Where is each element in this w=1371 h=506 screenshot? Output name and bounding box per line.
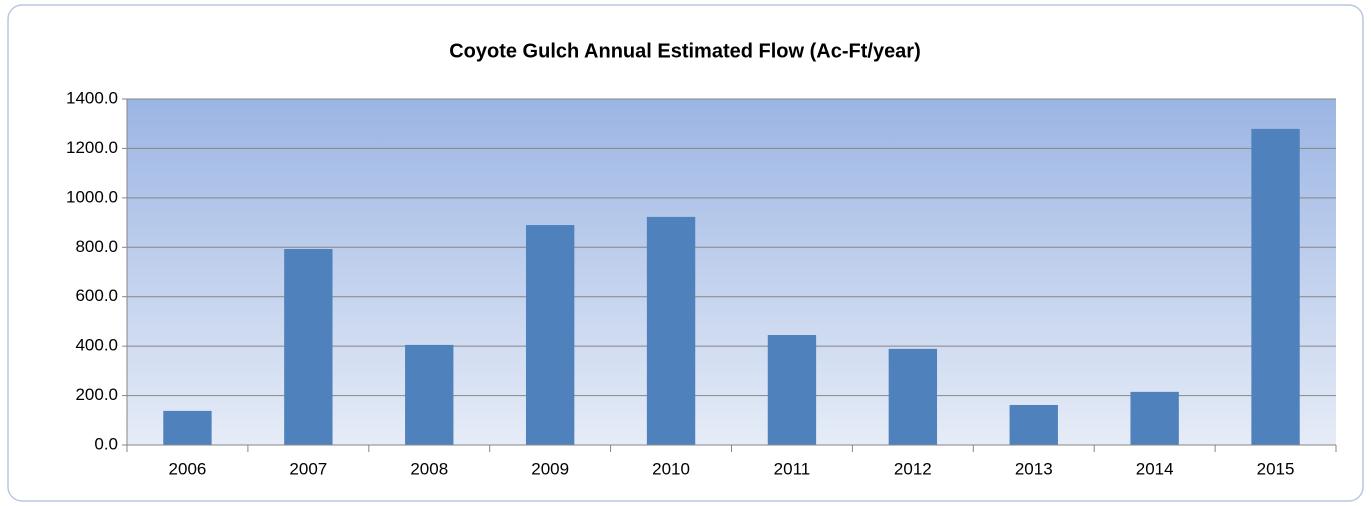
x-tick-label: 2010 (652, 459, 690, 478)
bar (1130, 391, 1179, 445)
bar (767, 335, 817, 445)
x-tick-label: 2011 (774, 459, 811, 478)
x-tick-label: 2013 (1015, 459, 1053, 478)
y-tick-label: 0.0 (94, 434, 118, 453)
bar (284, 249, 333, 445)
x-tick-label: 2012 (894, 459, 932, 478)
y-tick-label: 200.0 (75, 385, 118, 404)
bar (1251, 128, 1300, 445)
x-tick-label: 2006 (169, 459, 207, 478)
y-tick-label: 1000.0 (66, 187, 118, 206)
bar (525, 225, 575, 445)
x-tick-label: 2009 (531, 459, 569, 478)
y-tick-label: 600.0 (75, 286, 118, 305)
x-tick-label: 2008 (410, 459, 448, 478)
y-tick-label: 800.0 (75, 237, 118, 256)
bar (1009, 404, 1058, 445)
x-tick-label: 2007 (289, 459, 327, 478)
bar (163, 410, 212, 445)
x-tick-label: 2015 (1257, 459, 1295, 478)
x-tick-label: 2014 (1136, 459, 1174, 478)
y-tick-label: 400.0 (75, 336, 118, 355)
y-tick-label: 1400.0 (66, 88, 118, 107)
y-tick-label: 1200.0 (66, 138, 118, 157)
bar (405, 344, 454, 445)
chart-title: Coyote Gulch Annual Estimated Flow (Ac-F… (449, 40, 921, 62)
bar (646, 216, 696, 445)
bar (888, 348, 938, 445)
